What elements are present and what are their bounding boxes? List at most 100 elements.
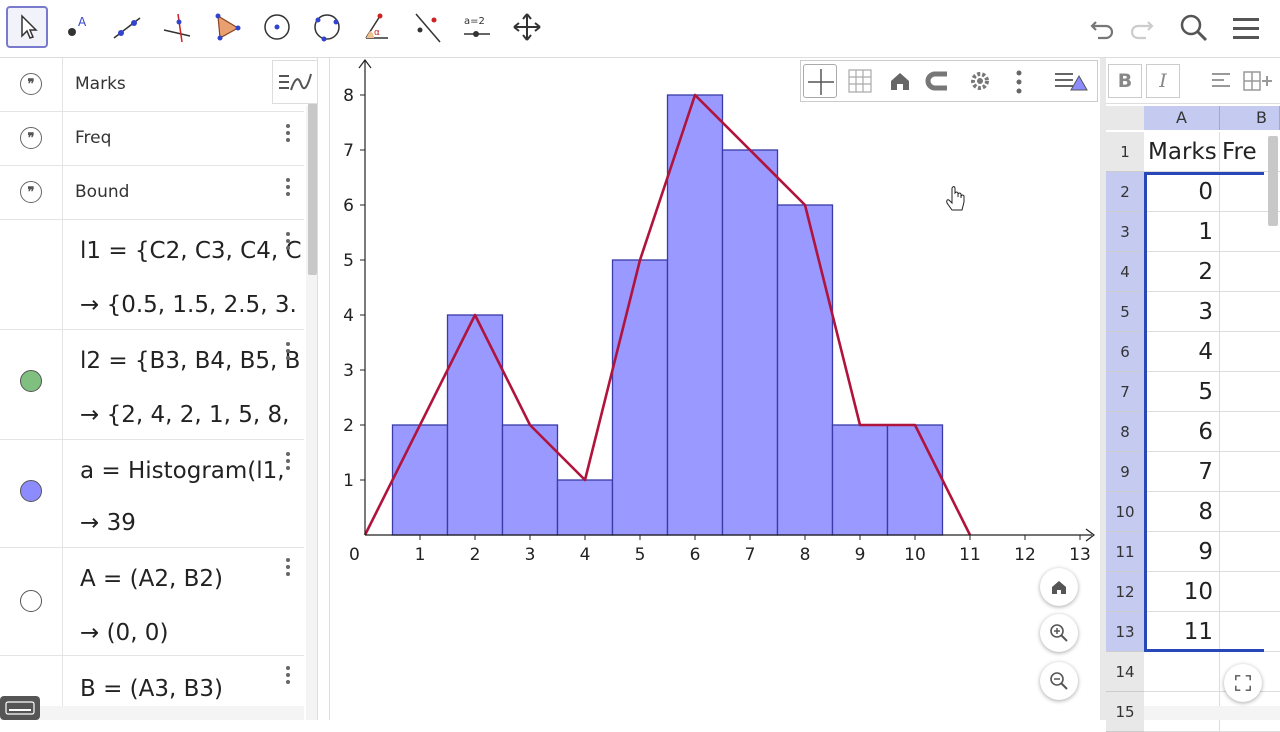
- cell-a[interactable]: Marks: [1144, 132, 1220, 172]
- move-tool-button[interactable]: [6, 6, 48, 48]
- cell-a[interactable]: 10: [1144, 572, 1220, 612]
- cell-a[interactable]: 0: [1144, 172, 1220, 212]
- zoom-in-button[interactable]: [1040, 614, 1078, 652]
- undo-button[interactable]: [1084, 10, 1120, 46]
- point-tool-button[interactable]: A: [56, 6, 98, 48]
- graphics-style-bar-toggle[interactable]: [1051, 64, 1091, 98]
- more-options-icon[interactable]: [284, 342, 292, 362]
- cell-a[interactable]: 3: [1144, 292, 1220, 332]
- redo-button[interactable]: [1124, 10, 1160, 46]
- row-header[interactable]: 14: [1106, 652, 1144, 692]
- italic-button[interactable]: I: [1146, 64, 1180, 98]
- more-options-icon[interactable]: [284, 558, 292, 578]
- definition-text[interactable]: B = (A3, B3): [80, 676, 224, 702]
- panel-divider[interactable]: [1100, 58, 1106, 720]
- more-options-icon[interactable]: [284, 124, 292, 144]
- row-header[interactable]: 13: [1106, 612, 1144, 652]
- visibility-marble-icon[interactable]: [20, 370, 42, 392]
- algebra-style-bar-toggle[interactable]: [272, 60, 318, 104]
- algebra-horizontal-scrollbar[interactable]: [0, 706, 304, 720]
- spreadsheet-scrollbar-thumb[interactable]: [1268, 136, 1278, 226]
- show-axes-button[interactable]: [803, 64, 837, 98]
- cell-a[interactable]: 8: [1144, 492, 1220, 532]
- main-menu-button[interactable]: [1228, 10, 1264, 46]
- standard-view-home-button[interactable]: [1040, 568, 1078, 606]
- standard-view-button[interactable]: [883, 64, 917, 98]
- algebra-item-l2[interactable]: l2 = {B3, B4, B5, B → {2, 4, 2, 1, 5, 8,: [0, 330, 304, 440]
- angle-tool-button[interactable]: α: [356, 6, 398, 48]
- algebra-item-freq[interactable]: ❞ Freq: [0, 112, 304, 166]
- cell-a[interactable]: 11: [1144, 612, 1220, 652]
- text-quote-icon[interactable]: ❞: [20, 181, 42, 203]
- cell-a[interactable]: [1144, 652, 1220, 692]
- cell-b[interactable]: [1220, 292, 1280, 332]
- row-header[interactable]: 12: [1106, 572, 1144, 612]
- point-capturing-button[interactable]: [923, 64, 957, 98]
- algebra-item-l1[interactable]: l1 = {C2, C3, C4, C → {0.5, 1.5, 2.5, 3.: [0, 220, 304, 330]
- search-button[interactable]: [1176, 10, 1212, 46]
- visibility-marble-icon[interactable]: [20, 590, 42, 612]
- algebra-scrollbar-track[interactable]: [306, 106, 317, 720]
- definition-text[interactable]: l1 = {C2, C3, C4, C: [80, 238, 302, 264]
- text-quote-icon[interactable]: ❞: [20, 127, 42, 149]
- algebra-item-histogram[interactable]: a = Histogram(l1, → 39: [0, 440, 304, 548]
- cell-a[interactable]: 9: [1144, 532, 1220, 572]
- align-button[interactable]: [1206, 66, 1236, 96]
- cell-b[interactable]: [1220, 572, 1280, 612]
- row-header[interactable]: 15: [1106, 692, 1144, 732]
- row-header[interactable]: 8: [1106, 412, 1144, 452]
- more-options-icon[interactable]: [284, 666, 292, 686]
- more-options-icon[interactable]: [284, 452, 292, 472]
- row-header[interactable]: 3: [1106, 212, 1144, 252]
- column-header-a[interactable]: A: [1144, 106, 1220, 130]
- text-quote-icon[interactable]: ❞: [20, 73, 42, 95]
- graphics-settings-button[interactable]: [963, 64, 997, 98]
- row-header[interactable]: 5: [1106, 292, 1144, 332]
- definition-text[interactable]: a = Histogram(l1,: [80, 458, 285, 484]
- row-header[interactable]: 10: [1106, 492, 1144, 532]
- algebra-item-bound[interactable]: ❞ Bound: [0, 166, 304, 220]
- cell-b[interactable]: [1220, 252, 1280, 292]
- keyboard-toggle-button[interactable]: [0, 696, 40, 720]
- reflect-tool-button[interactable]: [406, 6, 448, 48]
- cell-a[interactable]: 4: [1144, 332, 1220, 372]
- cell-b[interactable]: [1220, 492, 1280, 532]
- line-tool-button[interactable]: [106, 6, 148, 48]
- algebra-item-point-b[interactable]: B = (A3, B3): [0, 656, 304, 720]
- algebra-scrollbar-thumb[interactable]: [308, 100, 317, 275]
- row-header[interactable]: 11: [1106, 532, 1144, 572]
- perpendicular-line-tool-button[interactable]: [156, 6, 198, 48]
- cell-a[interactable]: 6: [1144, 412, 1220, 452]
- visibility-marble-icon[interactable]: [20, 480, 42, 502]
- cell-b[interactable]: Fre: [1220, 132, 1280, 172]
- algebra-item-marks[interactable]: ❞ Marks: [0, 58, 304, 112]
- graphics-view[interactable]: 0 1 2 3 4 5 6 7 8 9 10 11 12 13 1 2 3 4 5 6 7 8: [330, 58, 1100, 720]
- fullscreen-button[interactable]: [1224, 664, 1262, 702]
- circle-three-points-tool-button[interactable]: [306, 6, 348, 48]
- algebra-item-point-a[interactable]: A = (A2, B2) → (0, 0): [0, 548, 304, 656]
- more-options-icon[interactable]: [284, 232, 292, 252]
- cell-b[interactable]: [1220, 172, 1280, 212]
- cell-b[interactable]: [1220, 332, 1280, 372]
- row-header[interactable]: 6: [1106, 332, 1144, 372]
- spreadsheet-horizontal-scrollbar[interactable]: [1144, 706, 1280, 720]
- row-header[interactable]: 9: [1106, 452, 1144, 492]
- panel-divider[interactable]: [318, 58, 330, 720]
- cell-b[interactable]: [1220, 212, 1280, 252]
- cell-a[interactable]: 2: [1144, 252, 1220, 292]
- cell-b[interactable]: [1220, 612, 1280, 652]
- cell-a[interactable]: 7: [1144, 452, 1220, 492]
- zoom-out-button[interactable]: [1040, 662, 1078, 700]
- column-header-b[interactable]: B: [1220, 106, 1280, 130]
- polygon-tool-button[interactable]: [206, 6, 248, 48]
- row-header[interactable]: 2: [1106, 172, 1144, 212]
- circle-center-point-tool-button[interactable]: [256, 6, 298, 48]
- more-options-icon[interactable]: [1009, 69, 1029, 95]
- more-options-icon[interactable]: [284, 178, 292, 198]
- corner-cell[interactable]: [1106, 106, 1144, 130]
- cell-b[interactable]: [1220, 532, 1280, 572]
- row-header[interactable]: 4: [1106, 252, 1144, 292]
- slider-tool-button[interactable]: a=2: [456, 6, 498, 48]
- definition-text[interactable]: A = (A2, B2): [80, 566, 223, 592]
- row-header[interactable]: 7: [1106, 372, 1144, 412]
